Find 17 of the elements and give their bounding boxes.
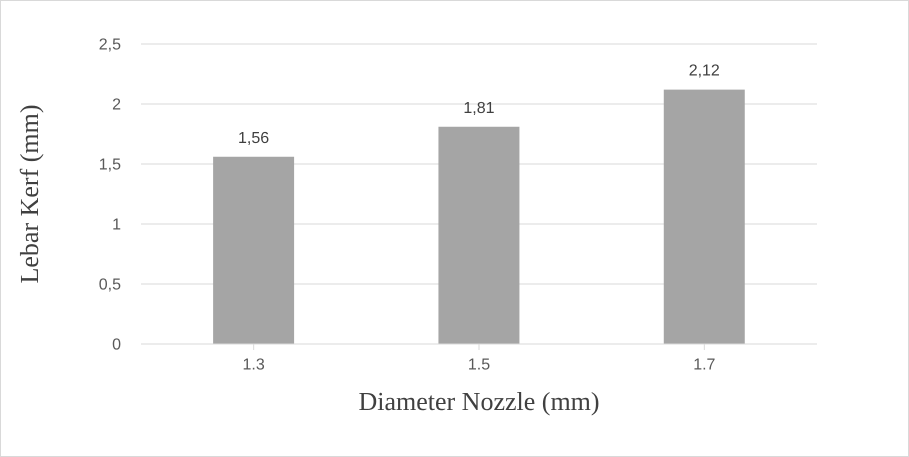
data-label: 2,12	[688, 62, 720, 80]
bar	[213, 156, 294, 344]
y-tick-label: 1,5	[98, 156, 122, 174]
y-tick-label: 1	[112, 216, 122, 234]
y-tick-label: 2,5	[98, 36, 122, 54]
y-axis-title: Lebar Kerf (mm)	[15, 104, 44, 284]
data-label: 1,81	[463, 100, 495, 117]
bar	[664, 90, 745, 344]
x-tick-label: 1.5	[468, 356, 490, 374]
x-tick-label: 1.3	[242, 356, 265, 374]
data-label: 1,56	[238, 130, 270, 147]
y-tick-label: 0	[112, 336, 122, 354]
x-tick-label: 1.7	[693, 356, 716, 374]
y-tick-label: 2	[112, 96, 122, 114]
x-axis-title: Diameter Nozzle (mm)	[358, 387, 600, 416]
bar	[438, 126, 520, 344]
y-tick-label: 0,5	[98, 276, 122, 294]
